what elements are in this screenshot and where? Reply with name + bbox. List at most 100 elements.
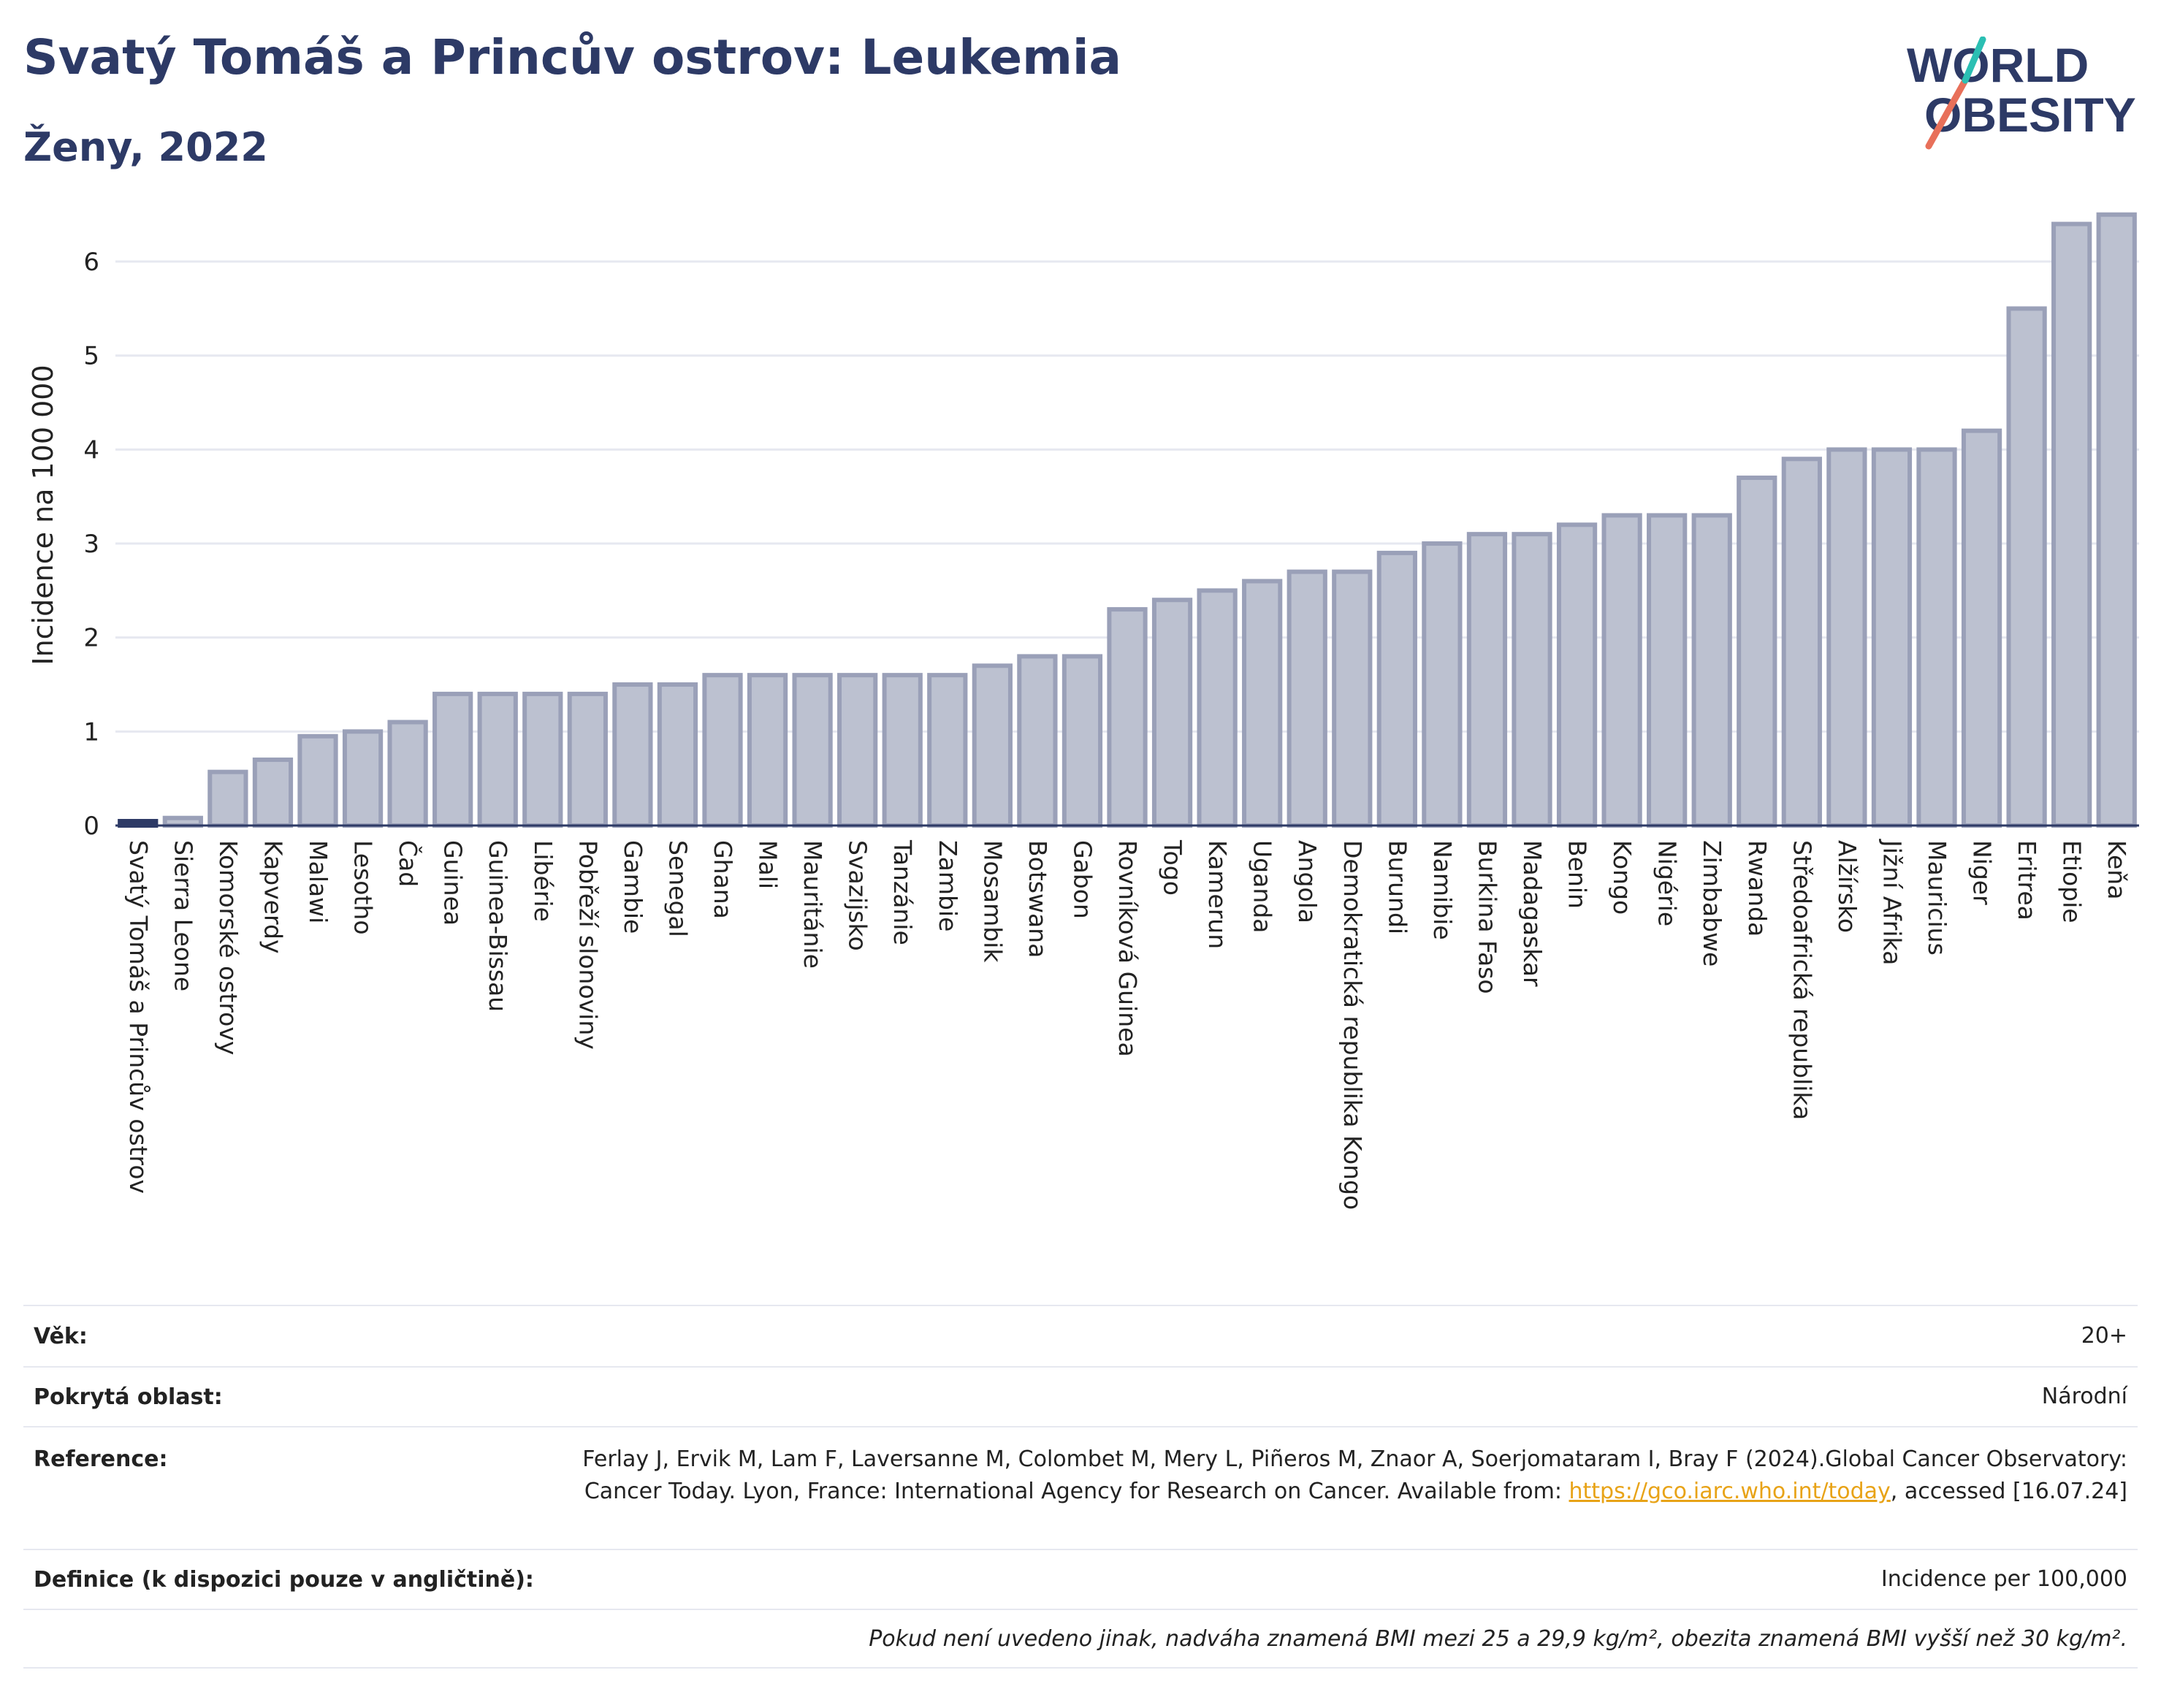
bar[interactable] [207,769,248,828]
bar[interactable] [477,691,518,828]
x-tick-label: Jižní Afrika [1878,839,1906,965]
x-tick-label: Svatý Tomáš a Princův ostrov [124,840,153,1194]
bar[interactable] [252,757,294,828]
bar[interactable] [837,673,878,828]
bar[interactable] [1107,607,1148,828]
x-tick-label: Burkina Faso [1473,840,1501,994]
x-tick-label: Eritrea [2013,840,2041,920]
info-table: Věk: 20+ Pokrytá oblast: Národní Referen… [23,1305,2138,1669]
x-tick-label: Angola [1293,840,1322,923]
x-tick-label: Komorské ostrovy [214,840,243,1055]
x-tick-label: Mauritánie [799,840,827,969]
bar[interactable] [2051,221,2092,828]
x-tick-label: Gabon [1068,840,1097,919]
bar[interactable] [1871,447,1913,828]
bar[interactable] [1512,532,1552,828]
bar[interactable] [612,682,653,828]
bar[interactable] [1781,457,1822,828]
bar[interactable] [567,691,608,828]
y-tick-label: 4 [83,435,99,465]
bar[interactable] [792,673,833,828]
bar[interactable] [162,815,203,828]
y-tick-label: 3 [83,530,99,559]
page-title: Svatý Tomáš a Princův ostrov: Leukemia [23,29,1122,85]
bar[interactable] [2096,212,2137,828]
bar[interactable] [1916,447,1957,828]
bar[interactable] [657,682,698,828]
x-tick-label: Nigérie [1653,840,1682,926]
x-tick-label: Namibie [1428,840,1457,940]
y-tick-label: 2 [83,624,99,653]
x-tick-label: Togo [1159,839,1187,896]
definition-label: Definice (k dispozici pouze v angličtině… [34,1566,534,1593]
info-row-coverage: Pokrytá oblast: Národní [23,1366,2138,1426]
bar[interactable] [1197,588,1238,828]
age-value: 20+ [2081,1323,2127,1349]
x-tick-label: Keňa [2103,840,2131,899]
x-tick-label: Lesotho [349,840,378,935]
x-tick-label: Středoafrická republika [1788,840,1816,1120]
info-row-reference: Reference: Ferlay J, Ervik M, Lam F, Lav… [23,1426,2138,1549]
bar[interactable] [1556,522,1598,828]
bar[interactable] [1466,532,1508,828]
bar[interactable] [1062,654,1103,828]
x-tick-label: Zambie [934,840,962,931]
bar[interactable] [1961,428,2002,828]
x-tick-label: Malawi [304,840,332,923]
x-tick-label: Mali [754,840,782,889]
logo-text-world: WORLD [1907,38,2089,92]
x-tick-label: Čad [394,840,423,887]
bar[interactable] [927,673,968,828]
x-tick-label: Tanzánie [888,839,917,945]
page-subtitle: Ženy, 2022 [23,124,268,170]
x-tick-label: Senegal [663,840,692,937]
bar[interactable] [432,691,473,828]
bar[interactable] [1332,569,1373,828]
bar[interactable] [342,729,384,828]
x-tick-label: Gambie [619,840,647,934]
bar[interactable] [882,673,923,828]
x-tick-label: Burundi [1383,840,1411,934]
logo-slash-red [1925,77,1969,150]
y-tick-label: 6 [83,248,99,277]
coverage-label: Pokrytá oblast: [34,1384,223,1410]
bar[interactable] [747,673,788,828]
x-tick-label: Demokratická republika Kongo [1338,840,1367,1210]
y-axis-ticks: 0 1 2 3 4 5 6 [83,248,99,841]
bar[interactable] [1422,541,1463,828]
x-tick-label: Zimbabwe [1698,840,1726,967]
x-tick-label: Mosambik [978,840,1007,963]
x-tick-label: Uganda [1249,840,1277,933]
x-tick-label: Mauricius [1923,840,1951,956]
x-tick-label: Kapverdy [259,840,287,954]
x-tick-label: Benin [1563,840,1592,909]
age-label: Věk: [34,1323,88,1349]
bar[interactable] [1826,447,1867,828]
bar[interactable] [387,720,428,828]
bar[interactable] [972,663,1013,828]
bar[interactable] [702,673,743,828]
bar[interactable] [1601,513,1642,828]
bar[interactable] [1242,579,1283,828]
bar[interactable] [1151,598,1193,828]
info-row-age: Věk: 20+ [23,1305,2138,1366]
bar[interactable] [1376,550,1417,828]
bar[interactable] [1017,654,1058,828]
reference-text: Ferlay J, Ervik M, Lam F, Laversanne M, … [582,1446,2127,1504]
logo-slash-teal [1962,37,1986,84]
reference-link[interactable]: https://gco.iarc.who.int/today [1569,1479,1891,1504]
x-tick-label: Niger [1968,840,1997,905]
y-tick-label: 0 [83,812,99,841]
bar[interactable] [1691,513,1732,828]
bar[interactable] [1647,513,1688,828]
bar-chart: 0 1 2 3 4 5 6 Svatý Tomáš a Princův ostrov Sier… [27,212,2139,1210]
y-tick-label: 1 [83,717,99,747]
bar[interactable] [2006,306,2047,828]
bar[interactable] [1287,569,1327,828]
x-tick-label: Sierra Leone [169,840,197,991]
bar[interactable] [1737,475,1777,828]
info-row-note: Pokud není uvedeno jinak, nadváha znamen… [23,1609,2138,1669]
reference-suffix: , accessed [16.07.24] [1890,1479,2127,1504]
bar[interactable] [297,733,338,828]
bar[interactable] [522,691,563,828]
